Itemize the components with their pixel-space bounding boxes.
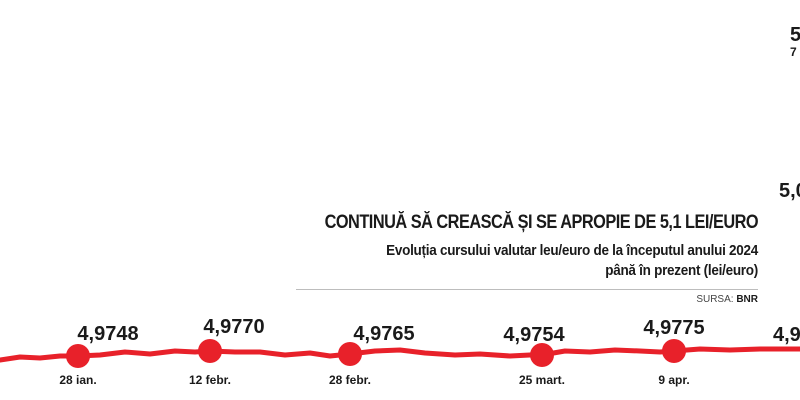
partial-date-label-top: 7 [790,45,797,59]
partial-value-label-top: 5 [790,24,800,46]
source-label: SURSA: [696,294,734,305]
chart-marks: 4,9748 28 ian. 4,9770 12 febr. 4,9765 28 febr… [59,316,704,387]
data-value-label: 4,9775 [643,317,704,339]
chart-subtitle-line-1: Evoluția cursului valutar leu/euro de la… [386,242,758,259]
date-tick-label: 28 ian. [59,373,96,387]
chart-subtitle: Evoluția cursului valutar leu/euro de la… [290,241,758,281]
data-value-label: 4,9770 [203,316,264,338]
partial-value-label-mid: 5,0 [779,180,800,202]
source-note: SURSA: BNR [696,294,758,305]
data-value-label: 4,9765 [353,323,414,345]
data-point-marker [338,342,362,366]
date-tick-label: 25 mart. [519,373,565,387]
title-divider [296,289,758,290]
chart-title: CONTINUĂ SĂ CREASCĂ ȘI SE APROPIE DE 5,1… [324,212,758,233]
data-value-label: 4,9748 [77,323,138,345]
data-value-label: 4,9754 [503,324,565,346]
date-tick-label: 9 apr. [658,373,689,387]
partial-value-label-right: 4,9 [773,324,800,346]
date-tick-label: 12 febr. [189,373,231,387]
source-name: BNR [736,294,758,305]
data-point-marker [66,344,90,368]
data-point-marker [530,343,554,367]
series-line [0,346,800,363]
data-point-marker [662,339,686,363]
data-point-marker [198,339,222,363]
chart-subtitle-line-2: până în prezent (lei/euro) [605,262,758,279]
date-tick-label: 28 febr. [329,373,371,387]
